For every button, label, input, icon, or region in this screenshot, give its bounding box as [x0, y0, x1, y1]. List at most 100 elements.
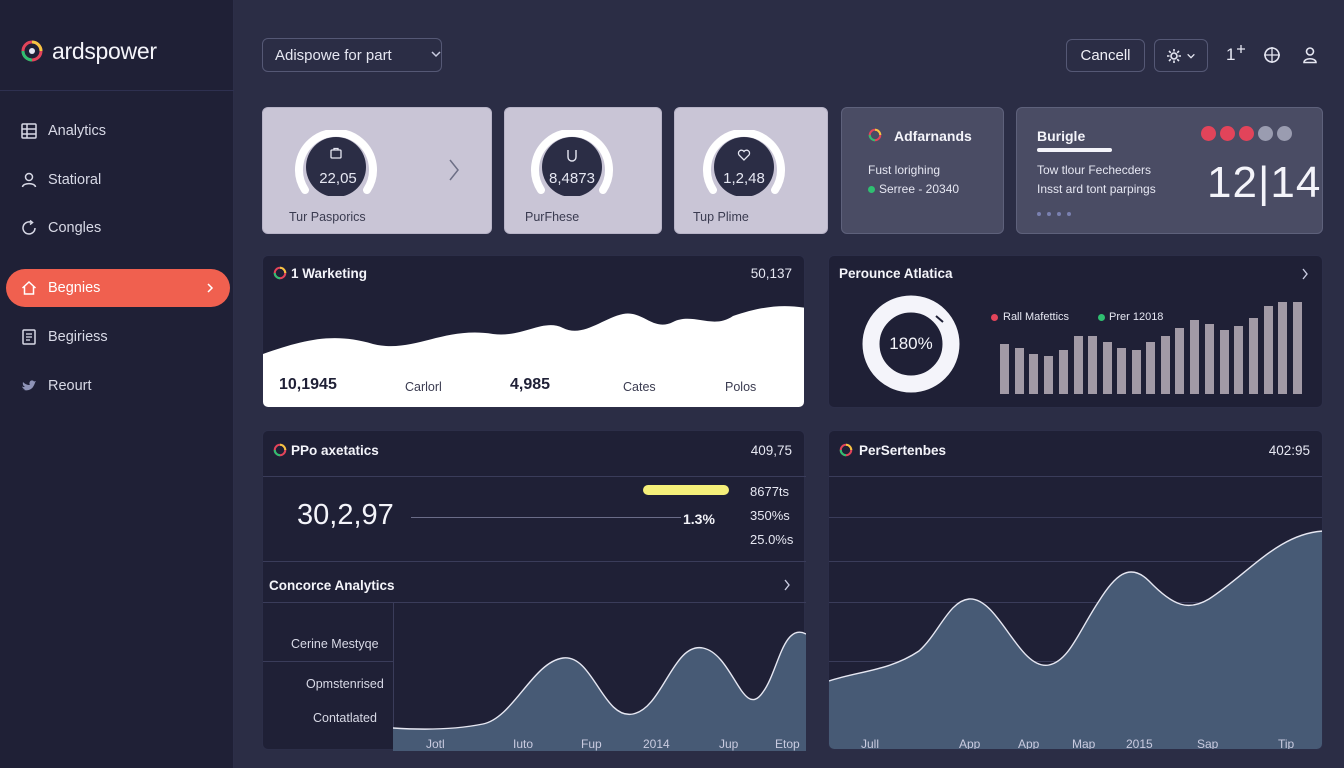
account-select-value: Adispowe for part — [275, 46, 392, 64]
marketing-area-chart — [263, 306, 804, 407]
favorites-count: 1 — [1226, 45, 1236, 64]
stat-card-purchase[interactable]: 8,4873 PurFhese — [504, 107, 662, 234]
gridline — [829, 602, 1322, 603]
sidebar-item-label: Begnies — [48, 280, 101, 296]
x-axis-label: Jup — [719, 737, 739, 751]
marketing-card[interactable]: 1 Warketing 50,137 10,1945 Carlorl 4,985… — [262, 255, 805, 408]
sidebar-item-reourt[interactable]: Reourt — [6, 367, 230, 405]
bird-icon — [22, 380, 36, 391]
stat-label: Tur Pasporics — [289, 210, 366, 224]
sidebar-item-analytics[interactable]: Analytics — [6, 112, 230, 150]
big-number: 12|14 — [1207, 158, 1322, 207]
brand-logo-icon — [21, 40, 43, 62]
sidebar-item-begiriess[interactable]: Begiriess — [6, 318, 230, 356]
crosshair-icon[interactable] — [1262, 45, 1282, 65]
reaction-dots[interactable] — [1201, 126, 1292, 141]
legend-label: Rall Mafettics — [1003, 311, 1070, 323]
sidebar-item-label: Statioral — [48, 172, 102, 188]
ppo-trend-line — [411, 517, 681, 518]
divider — [263, 661, 393, 662]
x-axis-label: 2014 — [643, 737, 670, 751]
chevron-down-icon[interactable] — [430, 48, 442, 60]
divider — [263, 602, 806, 603]
grid-icon — [21, 123, 37, 139]
account-select[interactable]: Adispowe for part — [262, 38, 442, 72]
card-value: 50,137 — [750, 266, 792, 281]
x-axis-label: App — [959, 737, 981, 750]
brand-name: ardspower — [52, 37, 157, 64]
cup-icon — [567, 150, 577, 162]
x-axis-label: Sap — [1197, 737, 1219, 750]
sidebar-divider — [0, 90, 234, 91]
row-label: Contatlated — [313, 711, 377, 725]
sidebar-item-begnies[interactable]: Begnies — [6, 269, 230, 307]
home-icon — [21, 280, 37, 295]
concorce-area-chart — [393, 631, 806, 751]
heart-icon — [737, 149, 751, 161]
card-title: PPo axetatics — [291, 443, 379, 458]
marketing-stat-label: Polos — [725, 380, 757, 394]
sparkle-icon — [1237, 45, 1245, 53]
x-axis-label: Jotl — [426, 737, 445, 751]
bag-icon — [330, 147, 342, 159]
axis-line — [393, 602, 394, 751]
marketing-stat-value: 4,985 — [510, 376, 551, 393]
cancel-button[interactable]: Cancell — [1066, 39, 1145, 72]
card-line: Serree - 20340 — [879, 182, 960, 196]
chevron-right-icon[interactable] — [1300, 268, 1310, 280]
refresh-icon — [22, 219, 36, 235]
persertenbes-card[interactable]: PerSertenbes 402:95 Jull App App Map 201… — [828, 430, 1323, 750]
gauge-ring — [295, 130, 377, 196]
marketing-stat-value: 10,1945 — [279, 376, 337, 393]
stat-card-plime[interactable]: 1,2,48 Tup Plime — [674, 107, 828, 234]
sidebar-item-statioral[interactable]: Statioral — [6, 161, 230, 199]
brand[interactable]: ardspower — [20, 36, 157, 66]
status-dot — [868, 186, 875, 193]
legend-label: Prer 12018 — [1109, 311, 1164, 323]
bar-chart — [1000, 302, 1302, 394]
ppo-card[interactable]: PPo axetatics 409,75 30,2,97 1.3% 8677ts… — [262, 430, 806, 751]
favorites-button[interactable]: 1 — [1226, 45, 1248, 65]
card-title: PerSertenbes — [859, 443, 947, 458]
card-title: Perounce Atlatica — [839, 266, 953, 281]
divider — [263, 476, 806, 477]
title-underline — [1037, 148, 1112, 152]
gauge-ring — [703, 130, 785, 196]
card-title: Burigle — [1037, 128, 1086, 144]
sidebar: ardspower Analytics Statioral Congles Be… — [0, 0, 234, 768]
card-line: Fust lorighing — [868, 163, 941, 177]
x-axis-label: Fup — [581, 737, 602, 751]
row-label: Opmstenrised — [306, 677, 384, 691]
chevron-right-icon[interactable] — [447, 158, 461, 182]
burigle-card[interactable]: Burigle Tow tlour Fechecders Insst ard t… — [1016, 107, 1323, 234]
stat-label: PurFhese — [525, 210, 580, 224]
user-icon — [21, 172, 37, 188]
card-title: Adfarnands — [894, 128, 972, 144]
card-value: 409,75 — [750, 443, 792, 458]
gridline — [829, 517, 1322, 518]
stat-card-passports[interactable]: 22,05 Tur Pasporics — [262, 107, 492, 234]
brand-logo-icon — [273, 443, 287, 457]
x-axis-label: App — [1018, 737, 1040, 750]
gear-icon — [1167, 48, 1181, 63]
sidebar-item-congles[interactable]: Congles — [6, 209, 230, 247]
brand-logo-icon — [273, 266, 287, 280]
adfarnands-card[interactable]: Adfarnands Fust lorighing Serree - 20340 — [841, 107, 1004, 234]
x-axis-label: Jull — [861, 737, 880, 750]
sidebar-item-label: Reourt — [48, 378, 92, 394]
settings-dropdown-button[interactable] — [1154, 39, 1208, 72]
stat-label: Tup Plime — [693, 210, 749, 224]
card-value: 402:95 — [1268, 443, 1310, 458]
donut-chart — [862, 295, 960, 393]
stat-value: 8,4873 — [549, 170, 595, 187]
marketing-stat-label: Cates — [623, 380, 656, 394]
ppo-side-value: 25.0%s — [750, 532, 794, 547]
x-axis-label: Etop — [775, 737, 800, 751]
perounce-card[interactable]: Perounce Atlatica 180% Rall Mafettics Pr… — [828, 255, 1323, 408]
chevron-right-icon[interactable] — [782, 579, 792, 591]
x-axis-label: Iuto — [513, 737, 534, 751]
sidebar-item-label: Analytics — [48, 123, 107, 139]
user-profile-icon[interactable] — [1300, 45, 1320, 65]
row-label: Cerine Mestyqe — [291, 637, 379, 651]
legend-dot — [991, 314, 998, 321]
